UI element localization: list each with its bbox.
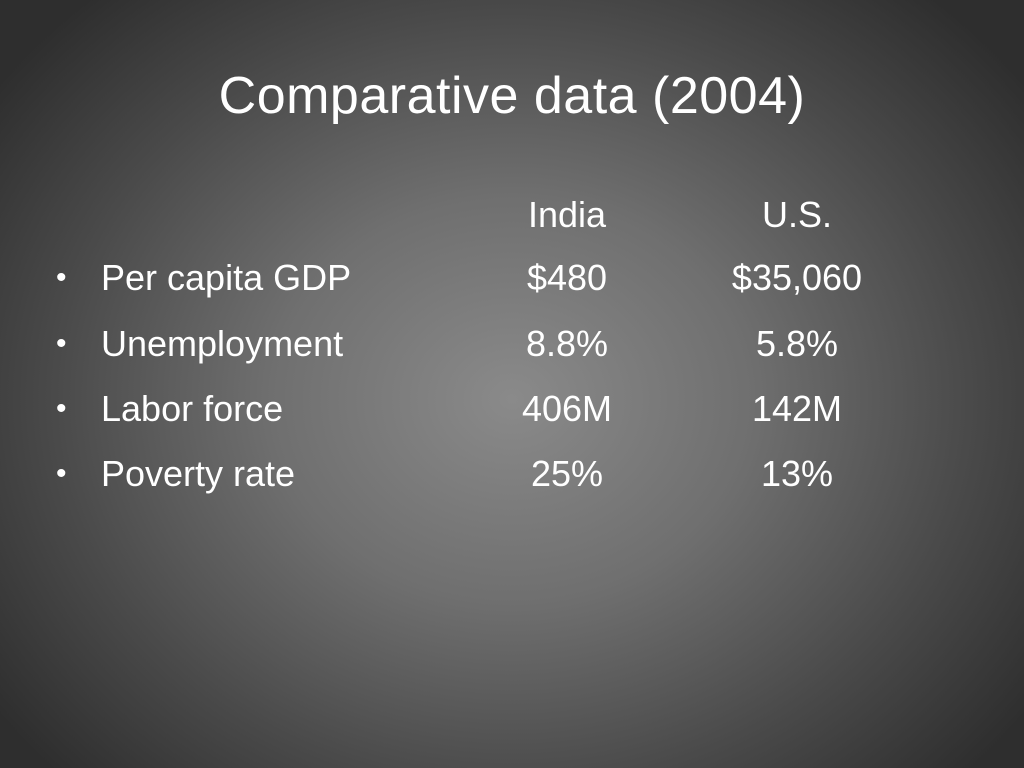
us-value: 142M — [751, 388, 843, 429]
india-value: $480 — [526, 257, 608, 298]
bullet-icon: • — [56, 392, 67, 425]
table-row: • Labor force 406M 142M — [0, 387, 1024, 435]
column-header-india: India — [527, 194, 607, 235]
us-value: 5.8% — [755, 323, 839, 364]
column-header-us: U.S. — [761, 194, 832, 235]
bullet-icon: • — [56, 327, 67, 360]
us-value: 13% — [760, 453, 834, 494]
slide-title: Comparative data (2004) — [218, 67, 806, 125]
row-label: Labor force — [101, 388, 284, 429]
row-label: Unemployment — [101, 323, 344, 364]
row-label: Poverty rate — [101, 453, 296, 494]
row-label: Per capita GDP — [101, 257, 352, 298]
us-value: $35,060 — [731, 257, 863, 298]
india-value: 8.8% — [525, 323, 609, 364]
bullet-icon: • — [56, 261, 67, 294]
table-row: • Per capita GDP $480 $35,060 — [0, 256, 1024, 304]
india-value: 25% — [530, 453, 604, 494]
bullet-icon: • — [56, 457, 67, 490]
table-row: • Unemployment 8.8% 5.8% — [0, 322, 1024, 370]
table-row: • Poverty rate 25% 13% — [0, 452, 1024, 500]
india-value: 406M — [521, 388, 613, 429]
